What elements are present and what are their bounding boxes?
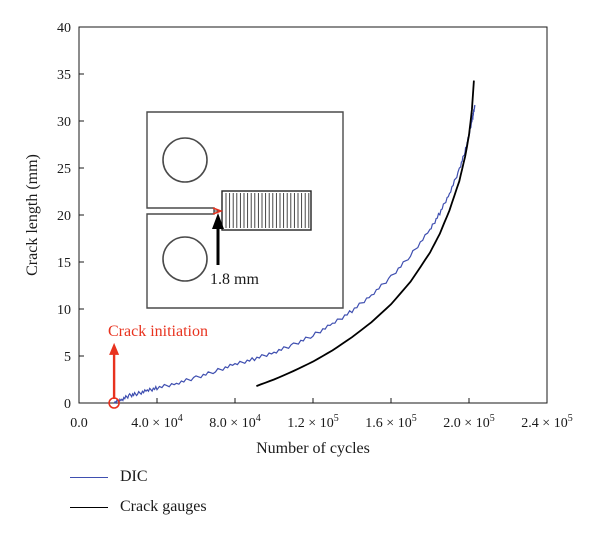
x-tick-label: 4.0 × 104 bbox=[131, 413, 182, 431]
x-tick-exponent: 5 bbox=[490, 413, 495, 424]
legend-label-crack-gauges: Crack gauges bbox=[120, 498, 207, 515]
crack-gauge-lines bbox=[225, 193, 310, 228]
legend-label-dic: DIC bbox=[120, 468, 148, 485]
x-tick-exponent: 5 bbox=[412, 413, 417, 424]
series-line-crack-gauges bbox=[256, 80, 475, 387]
x-tick-exponent: 4 bbox=[256, 413, 261, 424]
x-axis-title: Number of cycles bbox=[256, 440, 370, 457]
y-tick-label: 5 bbox=[64, 350, 71, 365]
x-tick-exponent: 5 bbox=[568, 413, 573, 424]
x-tick-label: 0.0 bbox=[70, 416, 88, 431]
x-tick-label: 1.2 × 105 bbox=[287, 413, 338, 431]
legend: DIC Crack gauges bbox=[70, 462, 207, 522]
y-tick-label: 35 bbox=[57, 68, 71, 83]
tick-group bbox=[78, 26, 548, 404]
x-tick-label: 2.0 × 105 bbox=[443, 413, 494, 431]
legend-swatch-crack-gauges bbox=[70, 506, 108, 508]
y-tick-label: 10 bbox=[57, 303, 71, 318]
x-tick-labels: 0.0 4.0 × 104 8.0 × 104 1.2 × 105 1.6 × 105 2… bbox=[70, 413, 572, 431]
y-tick-labels: 0 5 10 15 20 25 30 35 40 bbox=[57, 21, 71, 412]
y-tick-label: 40 bbox=[57, 21, 71, 36]
legend-swatch-dic bbox=[70, 476, 108, 478]
pin-hole-top bbox=[162, 137, 208, 183]
y-tick-label: 15 bbox=[57, 256, 71, 271]
initiation-label: Crack initiation bbox=[108, 323, 208, 340]
y-tick-label: 20 bbox=[57, 209, 71, 224]
legend-item-crack-gauges: Crack gauges bbox=[70, 492, 207, 522]
initiation-arrow-head bbox=[109, 342, 120, 355]
y-tick-label: 0 bbox=[64, 397, 71, 412]
y-tick-label: 30 bbox=[57, 115, 71, 130]
series-line-dic bbox=[113, 104, 476, 405]
initiation-marker bbox=[108, 397, 120, 409]
y-tick-label: 25 bbox=[57, 162, 71, 177]
x-tick-exponent: 4 bbox=[178, 413, 183, 424]
dimension-arrow-head bbox=[212, 213, 224, 229]
x-tick-exponent: 5 bbox=[334, 413, 339, 424]
x-tick-label: 1.6 × 105 bbox=[365, 413, 416, 431]
crack-tip-mark bbox=[212, 207, 224, 215]
x-tick-label: 2.4 × 105 bbox=[521, 413, 572, 431]
legend-item-dic: DIC bbox=[70, 462, 207, 492]
crack-initiation-annotation: Crack initiation bbox=[108, 323, 208, 409]
specimen-inset: 1.8 mm bbox=[146, 111, 344, 309]
pin-hole-bottom bbox=[162, 236, 208, 282]
x-tick-label: 8.0 × 104 bbox=[209, 413, 260, 431]
dimension-label: 1.8 mm bbox=[210, 271, 259, 288]
y-axis-title: Crack length (mm) bbox=[24, 154, 41, 276]
